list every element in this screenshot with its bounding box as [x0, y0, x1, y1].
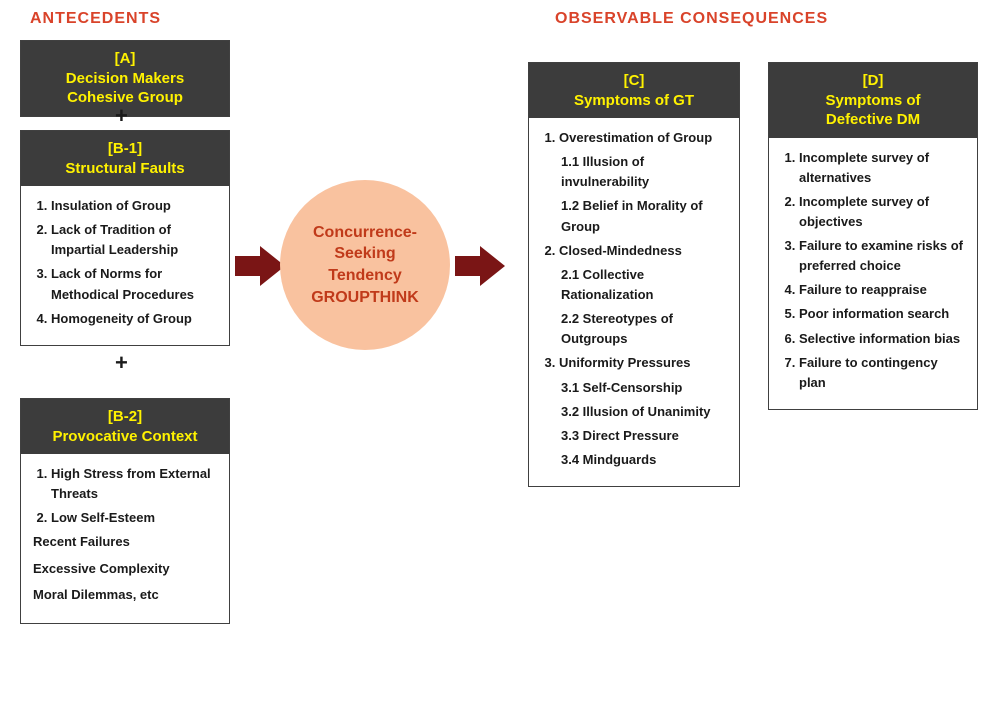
- box-b1-body: Insulation of Group Lack of Tradition of…: [21, 186, 229, 345]
- box-b1-item: Homogeneity of Group: [51, 309, 217, 329]
- box-c-sub: 3.3 Direct Pressure: [561, 426, 727, 446]
- circle-line3: Tendency: [328, 267, 402, 284]
- box-b1: [B-1] Structural Faults Insulation of Gr…: [20, 130, 230, 346]
- box-d-item: Failure to contingency plan: [799, 353, 965, 393]
- plus-connector-1: +: [115, 103, 128, 129]
- box-b2: [B-2] Provocative Context High Stress fr…: [20, 398, 230, 624]
- box-c-code: [C]: [624, 72, 645, 89]
- box-b1-title: Structural Faults: [65, 160, 184, 177]
- box-c-sub: 1.2 Belief in Morality of Group: [561, 196, 727, 236]
- box-c-group: Closed-Mindedness: [559, 241, 727, 261]
- box-a-title-line1: Decision Makers: [66, 70, 184, 87]
- box-b1-item: Lack of Norms for Methodical Procedures: [51, 264, 217, 304]
- box-c-title: Symptoms of GT: [574, 92, 694, 109]
- box-c: [C] Symptoms of GT Overestimation of Gro…: [528, 62, 740, 487]
- box-d-item: Failure to examine risks of preferred ch…: [799, 236, 965, 276]
- box-b2-title: Provocative Context: [52, 428, 197, 445]
- box-d-item: Incomplete survey of objectives: [799, 192, 965, 232]
- box-d-title-line2: Defective DM: [826, 111, 920, 128]
- box-c-sub: 1.1 Illusion of invulnerability: [561, 152, 727, 192]
- box-d-header: [D] Symptoms of Defective DM: [769, 63, 977, 138]
- box-b2-header: [B-2] Provocative Context: [21, 399, 229, 454]
- box-c-group: Overestimation of Group: [559, 128, 727, 148]
- box-b2-item: Low Self-Esteem: [51, 508, 217, 528]
- box-c-sub: 2.1 Collective Rationalization: [561, 265, 727, 305]
- box-b1-item: Insulation of Group: [51, 196, 217, 216]
- box-b2-plain: Excessive Complexity: [33, 559, 217, 579]
- box-d-code: [D]: [863, 72, 884, 89]
- box-c-sub: 3.4 Mindguards: [561, 450, 727, 470]
- box-b2-body: High Stress from External Threats Low Se…: [21, 454, 229, 623]
- box-c-sub: 3.1 Self-Censorship: [561, 378, 727, 398]
- box-a-code: [A]: [115, 50, 136, 67]
- box-c-sub: 2.2 Stereotypes of Outgroups: [561, 309, 727, 349]
- box-b1-item: Lack of Tradition of Impartial Leadershi…: [51, 220, 217, 260]
- box-b2-plain: Recent Failures: [33, 532, 217, 552]
- box-d-item: Selective information bias: [799, 329, 965, 349]
- box-b1-code: [B-1]: [108, 140, 142, 157]
- box-d: [D] Symptoms of Defective DM Incomplete …: [768, 62, 978, 410]
- consequences-header: OBSERVABLE CONSEQUENCES: [555, 10, 828, 28]
- box-c-sub: 3.2 Illusion of Unanimity: [561, 402, 727, 422]
- circle-line1: Concurrence-: [313, 224, 417, 241]
- box-c-group: Uniformity Pressures: [559, 353, 727, 373]
- box-d-item: Incomplete survey of alternatives: [799, 148, 965, 188]
- antecedents-header: ANTECEDENTS: [30, 10, 161, 28]
- box-d-title-line1: Symptoms of: [825, 92, 920, 109]
- arrow-icon: [235, 246, 285, 286]
- box-b2-plain: Moral Dilemmas, etc: [33, 585, 217, 605]
- box-b2-code: [B-2]: [108, 408, 142, 425]
- circle-line4: GROUPTHINK: [311, 289, 419, 306]
- box-d-item: Failure to reappraise: [799, 280, 965, 300]
- box-b1-header: [B-1] Structural Faults: [21, 131, 229, 186]
- arrow-icon: [455, 246, 505, 286]
- circle-text: Concurrence- Seeking Tendency GROUPTHINK: [311, 222, 419, 308]
- groupthink-circle: Concurrence- Seeking Tendency GROUPTHINK: [280, 180, 450, 350]
- box-d-body: Incomplete survey of alternatives Incomp…: [769, 138, 977, 410]
- circle-line2: Seeking: [334, 245, 395, 262]
- box-c-header: [C] Symptoms of GT: [529, 63, 739, 118]
- box-c-body: Overestimation of Group 1.1 Illusion of …: [529, 118, 739, 486]
- plus-connector-2: +: [115, 350, 128, 376]
- box-d-item: Poor information search: [799, 304, 965, 324]
- box-b2-item: High Stress from External Threats: [51, 464, 217, 504]
